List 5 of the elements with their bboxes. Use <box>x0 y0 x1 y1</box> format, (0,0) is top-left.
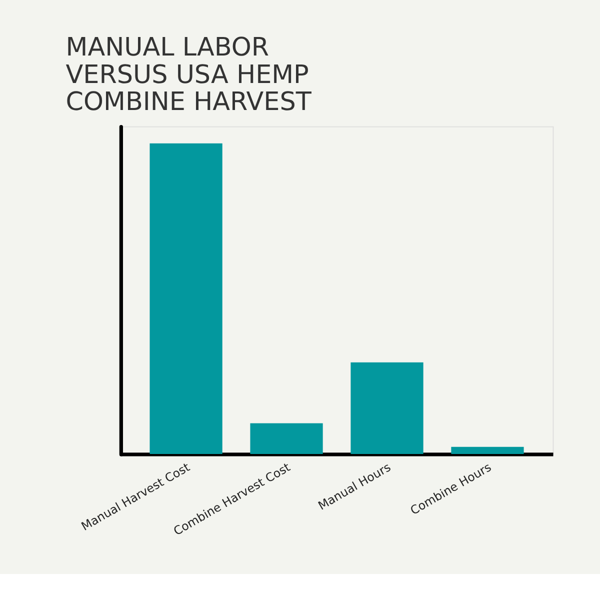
bar <box>250 423 323 454</box>
bar <box>451 446 524 454</box>
bar <box>350 362 424 454</box>
bar <box>150 143 222 454</box>
chart-title: MANUAL LABOR VERSUS USA HEMP COMBINE HARVEST <box>66 32 312 116</box>
